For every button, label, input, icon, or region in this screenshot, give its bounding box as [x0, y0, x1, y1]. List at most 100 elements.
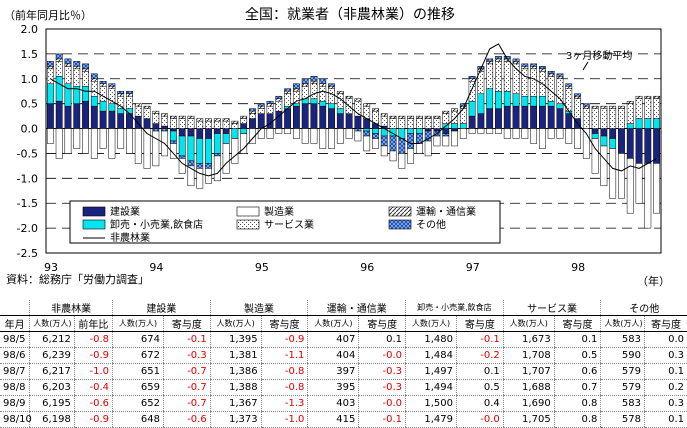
bar-series-5-m14 — [169, 143, 177, 159]
bar-series-1-m57 — [547, 100, 555, 107]
bar-series-2-m23 — [249, 113, 256, 119]
bar-series-0-m18 — [205, 128, 212, 139]
bar-series-2-m39 — [389, 118, 397, 129]
cell-change: -0.3 — [358, 363, 406, 380]
bar-series-5-m35 — [354, 130, 362, 142]
bar-series-5-m66 — [626, 158, 634, 214]
bar-series-5-m27 — [284, 128, 292, 134]
bar-series-3-m31 — [319, 83, 327, 87]
bar-series-1-m48 — [468, 100, 476, 117]
bar-series-3-m18 — [205, 118, 212, 122]
bar-series-3-m0 — [46, 66, 54, 70]
bar-series-4-m54 — [521, 63, 529, 67]
x-tick-labels: 93 94 95 96 97 98 — [44, 261, 585, 274]
cell-count: 583 — [600, 395, 645, 412]
bar-series-1-m56 — [538, 95, 546, 107]
bar-series-0-m7 — [108, 110, 116, 129]
bar-series-5-m39 — [389, 150, 397, 162]
cell-count: 590 — [600, 347, 645, 364]
bar-series-4-m40 — [398, 138, 406, 154]
sub-header-count: 人数(万人) — [600, 315, 645, 332]
bar-series-1-m8 — [117, 108, 125, 114]
bar-series-5-m38 — [380, 145, 388, 157]
cell-change: 0.1 — [456, 363, 504, 380]
bar-series-3-m68 — [644, 95, 652, 99]
bar-series-2-m41 — [407, 118, 415, 129]
employment-chart: 全国：就業者（非農林業）の推移 （前年同月比％） 2.0 1.5 1.0 0.5 0.0… — [4, 6, 670, 288]
source-note: 資料：総務庁「労働力調査」 — [6, 273, 149, 286]
y-tick-label: -2.5 — [17, 247, 38, 260]
bar-series-4-m5 — [90, 73, 98, 80]
cell-count: 6,203 — [29, 379, 75, 396]
bar-series-3-m28 — [292, 88, 300, 92]
x-tick-label: 95 — [255, 261, 269, 274]
bar-series-4-m39 — [389, 135, 397, 152]
bar-series-3-m12 — [152, 110, 160, 114]
bar-series-2-m51 — [495, 61, 502, 92]
cell-change: 0.1 — [358, 331, 406, 348]
bar-series-3-m61 — [582, 105, 590, 109]
bar-series-3-m34 — [345, 95, 353, 99]
cell-count: 1,707 — [502, 363, 555, 380]
bar-series-5-m48 — [468, 128, 476, 134]
bar-series-2-m65 — [618, 108, 625, 129]
sub-header-contrib: 寄与度 — [162, 315, 211, 332]
bar-series-2-m2 — [64, 66, 72, 85]
cell-change: -0.3 — [358, 379, 406, 396]
bar-series-0-m53 — [512, 105, 520, 129]
cell-count: 404 — [307, 347, 359, 364]
legend-swatch-kensetsu — [82, 206, 106, 217]
bar-series-4-m27 — [284, 88, 292, 92]
bar-series-1-m15 — [178, 135, 186, 157]
bar-series-5-m5 — [90, 128, 98, 159]
bar-series-0-m68 — [644, 128, 652, 164]
row-month: 98/10 — [0, 411, 32, 428]
bar-series-2-m61 — [582, 108, 590, 129]
bar-series-2-m43 — [424, 118, 432, 129]
bar-series-5-m29 — [301, 128, 309, 144]
bar-series-2-m69 — [653, 98, 661, 119]
bar-series-4-m57 — [547, 71, 555, 75]
cell-change: 0.1 — [643, 411, 687, 428]
bar-series-1-m36 — [363, 128, 371, 132]
sub-header-count: 人数(万人) — [209, 315, 262, 332]
bar-series-0-m14 — [169, 128, 177, 132]
x-tick-label: 94 — [149, 261, 163, 274]
cell-count: 1,500 — [405, 395, 457, 412]
bar-series-4-m58 — [556, 73, 564, 77]
cell-count: 6,212 — [29, 331, 75, 348]
bar-series-3-m56 — [538, 68, 546, 72]
bar-series-1-m47 — [459, 123, 467, 129]
cell-change: -0.0 — [358, 395, 406, 412]
legend-label-unyu: 運輸・通信業 — [416, 205, 476, 218]
bar-series-4-m31 — [319, 78, 327, 85]
col-header-seizou: 製造業 — [209, 300, 308, 316]
bar-series-5-m62 — [591, 138, 599, 174]
bar-series-3-m4 — [82, 68, 89, 72]
cell-change: 0.8 — [553, 411, 601, 428]
sub-header-ratio: 前年比 — [73, 315, 113, 332]
bar-series-5-m50 — [486, 128, 494, 134]
y-axis-label: （前年同月比％） — [4, 8, 92, 22]
bar-series-3-m35 — [354, 98, 362, 102]
bar-series-5-m8 — [117, 128, 125, 149]
y-tick-label: -0.5 — [17, 147, 38, 160]
bar-series-5-m19 — [213, 155, 221, 182]
y-tick-label: 0.5 — [21, 98, 39, 111]
bar-series-3-m42 — [415, 115, 423, 119]
bar-series-0-m35 — [354, 115, 362, 129]
bar-series-4-m36 — [363, 130, 371, 137]
bar-series-2-m21 — [231, 123, 239, 129]
bar-series-0-m51 — [495, 108, 502, 129]
bar-series-2-m62 — [591, 108, 599, 129]
bar-series-4-m23 — [249, 108, 256, 112]
bar-series-5-m2 — [64, 128, 72, 154]
bar-series-5-m33 — [336, 128, 344, 144]
legend-swatch-unyu — [388, 206, 412, 217]
bar-series-1-m49 — [477, 93, 485, 114]
bar-series-4-m19 — [213, 153, 221, 157]
bar-series-1-m69 — [653, 118, 661, 129]
bar-series-0-m46 — [451, 128, 458, 132]
cell-count: 1,479 — [405, 411, 457, 428]
bar-series-0-m55 — [530, 105, 538, 129]
